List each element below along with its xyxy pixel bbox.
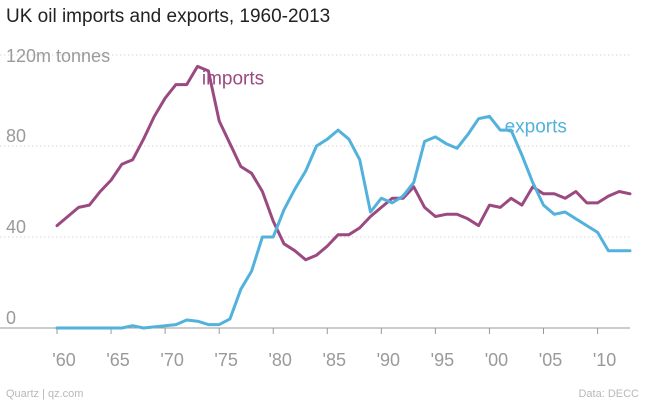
x-tick-label: '10	[593, 350, 616, 370]
series-line-exports	[55, 114, 632, 330]
x-tick-label: '05	[539, 350, 562, 370]
source-credit: Quartz | qz.com	[6, 388, 84, 400]
series-labels: imports exports	[202, 69, 567, 138]
x-tick-label: '75	[214, 350, 237, 370]
x-tick-label: '60	[52, 350, 75, 370]
x-tick-label: '85	[323, 350, 346, 370]
x-tick-label: '80	[268, 350, 291, 370]
series-line-imports	[55, 64, 632, 262]
data-source: Data: DECC	[578, 388, 639, 400]
y-tick-label: 80	[6, 126, 26, 146]
x-tick-label: '65	[106, 350, 129, 370]
axes: 0 40 80 120m tonnes '60 '65 '70 '75 '80 '85 '90 '95…	[0, 46, 630, 370]
series-label-exports: exports	[505, 116, 567, 137]
series-label-imports: imports	[202, 69, 264, 90]
x-tick-label: '95	[431, 350, 454, 370]
y-unit-label: 120m tonnes	[6, 46, 110, 66]
x-tick-label: '70	[160, 350, 183, 370]
x-tick-label: '00	[485, 350, 508, 370]
series-lines	[55, 64, 632, 330]
y-tick-label: 0	[6, 308, 16, 328]
chart-title: UK oil imports and exports, 1960-2013	[6, 6, 331, 27]
gridlines	[0, 54, 630, 238]
y-tick-label: 40	[6, 217, 26, 237]
x-tick-label: '90	[377, 350, 400, 370]
